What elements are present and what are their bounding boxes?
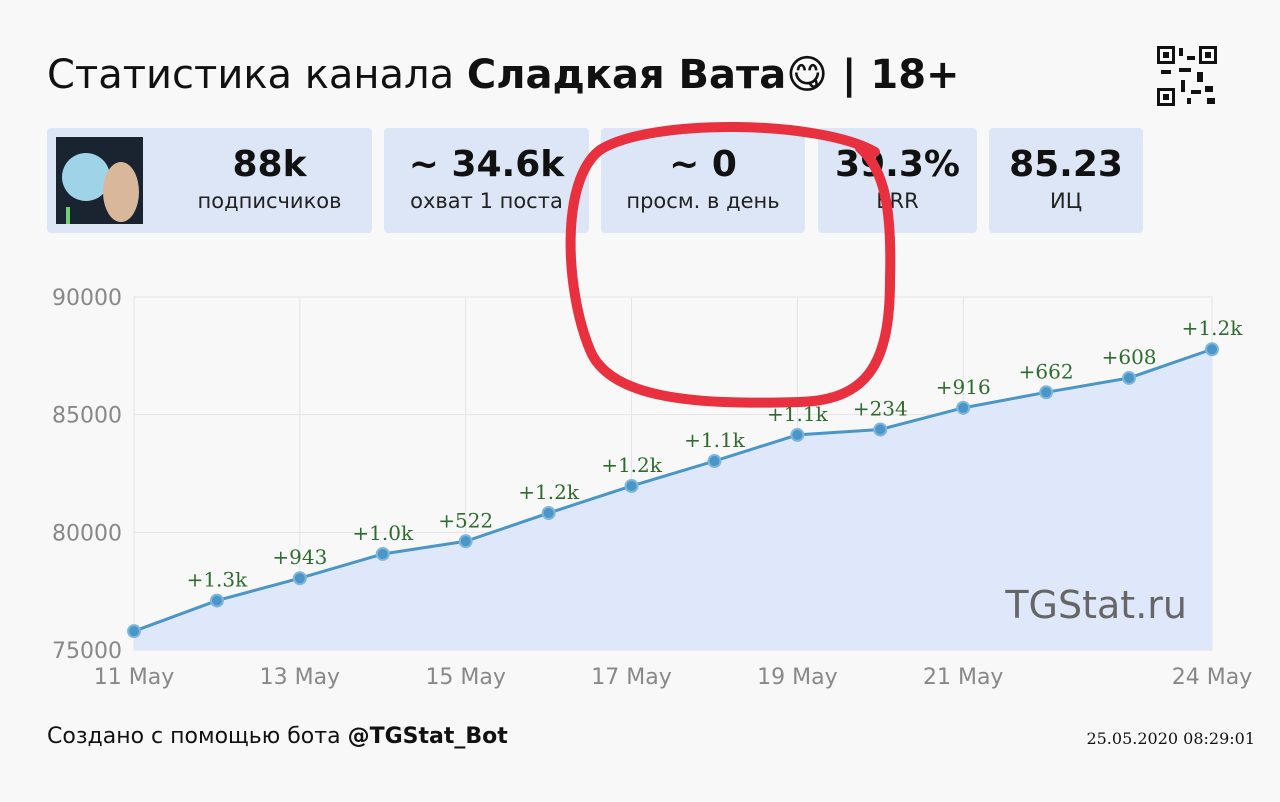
stat-label: охват 1 поста (410, 189, 563, 213)
stat-card: 85.23 ИЦ (989, 128, 1143, 233)
stat-label: подписчиков (197, 189, 342, 213)
point-label: +1.3k (187, 568, 249, 592)
point-label: +943 (272, 545, 327, 569)
watermark: TGStat.ru (1004, 583, 1187, 627)
point-label: +1.2k (1182, 316, 1244, 340)
stat-label: ИЦ (1049, 189, 1082, 213)
x-tick-label: 24 May (1172, 665, 1252, 690)
y-tick-label: 80000 (52, 521, 122, 546)
channel-name: Сладкая Вата😋 | 18+ (466, 52, 960, 98)
area (134, 349, 1212, 650)
point-label: +1.0k (352, 521, 414, 545)
x-tick-label: 21 May (923, 665, 1003, 690)
x-tick-label: 11 May (94, 665, 174, 690)
stat-card: ~ 34.6k охват 1 поста (384, 128, 589, 233)
avatar (56, 137, 143, 224)
point (292, 571, 307, 586)
point-label: +608 (1102, 345, 1157, 369)
point-label: +522 (438, 508, 493, 532)
bot-link[interactable]: @TGStat_Bot (347, 724, 508, 749)
timestamp: 25.05.2020 08:29:01 (1086, 729, 1255, 748)
point (1205, 342, 1219, 357)
x-tick-label: 15 May (425, 665, 505, 690)
x-tick-label: 19 May (757, 665, 837, 690)
point (707, 454, 722, 469)
point-label: +916 (936, 375, 991, 399)
point (541, 506, 556, 521)
point (624, 478, 639, 493)
point (1039, 385, 1054, 400)
point-label: +1.2k (601, 453, 663, 477)
point (956, 400, 971, 415)
stat-value: 85.23 (1009, 144, 1123, 185)
line (133, 347, 1213, 633)
point-label: +234 (853, 396, 908, 420)
qr-code (1157, 46, 1217, 106)
point-label: +662 (1019, 359, 1074, 383)
x-tick-label: 13 May (260, 665, 340, 690)
footer: Создано с помощью бота @TGStat_Bot (47, 724, 508, 749)
point (1122, 370, 1137, 385)
point (127, 624, 141, 639)
point (458, 534, 473, 549)
stat-value: 88k (232, 144, 307, 185)
stat-value: ~ 34.6k (408, 144, 565, 185)
title: Статистика канала Сладкая Вата😋 | 18+ (47, 52, 960, 98)
point-label: +1.1k (684, 428, 746, 452)
footer-text: Создано с помощью бота (47, 724, 341, 749)
y-tick-label: 85000 (52, 404, 122, 429)
point (209, 593, 224, 608)
point (375, 546, 390, 561)
stat-card: 88k подписчиков (47, 128, 372, 233)
title-prefix: Статистика канала (47, 52, 455, 98)
y-tick-label: 90000 (52, 286, 122, 311)
point (873, 422, 888, 437)
y-tick-label: 75000 (52, 639, 122, 664)
x-tick-label: 17 May (591, 665, 671, 690)
point (790, 427, 805, 442)
point-label: +1.1k (767, 402, 829, 426)
point-label: +1.2k (518, 480, 580, 504)
